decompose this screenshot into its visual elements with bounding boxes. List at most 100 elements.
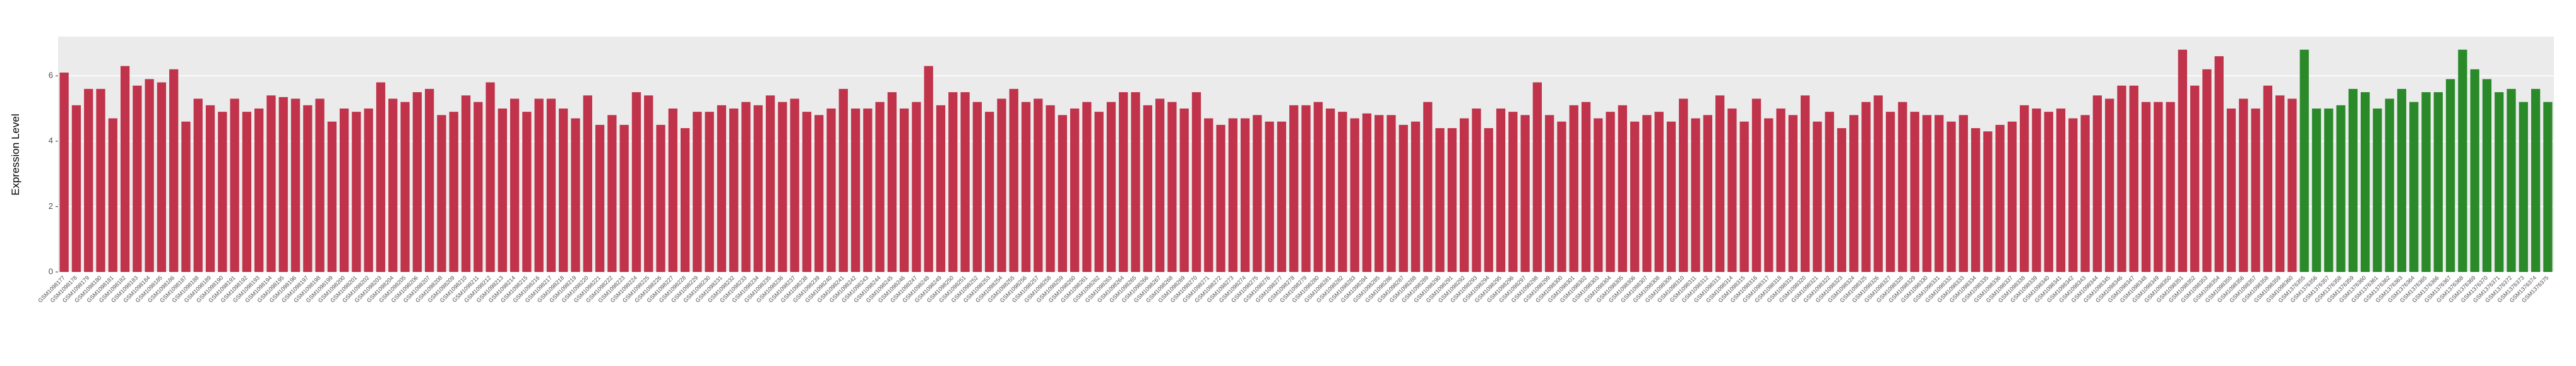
bar (2263, 85, 2272, 273)
bar (619, 124, 629, 272)
bar (1776, 108, 1786, 272)
bar (668, 108, 677, 272)
bar (1910, 112, 1919, 272)
bar (1849, 115, 1859, 272)
bar (2324, 108, 2334, 272)
bar (1119, 92, 1128, 272)
bar (1606, 112, 1615, 272)
bar (2445, 79, 2455, 272)
bar (571, 118, 580, 272)
bar (863, 108, 873, 272)
bar (96, 88, 105, 272)
bar (376, 82, 386, 272)
bar (1240, 118, 1250, 272)
bar (1179, 108, 1189, 272)
bar (2068, 118, 2078, 272)
bar (1594, 118, 1603, 272)
bar (1398, 124, 1408, 272)
bar (2141, 102, 2151, 272)
bar (595, 124, 605, 272)
bar (2421, 92, 2431, 272)
bar (2397, 88, 2407, 272)
bar (424, 88, 434, 272)
bar (2251, 108, 2260, 272)
bar (340, 108, 349, 272)
bar (2190, 85, 2200, 273)
bar (2336, 105, 2346, 272)
bar (120, 66, 130, 272)
bar (2360, 92, 2370, 272)
bar (1034, 98, 1043, 273)
bar (2348, 88, 2358, 272)
bar (1837, 128, 1847, 272)
bar (59, 72, 69, 272)
bar (729, 108, 739, 272)
bar (1094, 112, 1104, 272)
bar (108, 118, 117, 272)
bar (1873, 95, 1883, 272)
bar (546, 98, 556, 273)
bar (145, 79, 154, 272)
bar (1046, 105, 1055, 272)
bar (1983, 131, 1993, 272)
bar (1630, 121, 1640, 272)
bar (972, 102, 982, 272)
bar (290, 98, 301, 273)
bar (437, 115, 446, 272)
bar (2226, 108, 2236, 272)
bar (2214, 56, 2224, 272)
bar (1496, 108, 1506, 272)
bar (1935, 115, 1944, 272)
y-tick-label: 4 (49, 136, 53, 145)
bar (1922, 115, 1932, 272)
bar (498, 108, 507, 272)
bar (936, 105, 946, 272)
bar (1764, 118, 1774, 272)
bar (1216, 124, 1225, 272)
bar (656, 124, 665, 272)
bar (1715, 95, 1725, 272)
bar (1410, 121, 1421, 272)
bar (912, 102, 921, 272)
bar (181, 121, 191, 272)
bar (850, 108, 861, 272)
bar (2287, 98, 2297, 273)
bar (461, 95, 471, 272)
bar (1338, 112, 1347, 272)
bar (693, 112, 702, 272)
bar (1460, 118, 1469, 272)
bar (2166, 102, 2175, 272)
bar (205, 105, 215, 272)
bar (2239, 98, 2248, 273)
bar (1520, 115, 1530, 272)
bar (449, 112, 458, 272)
bar (2299, 49, 2309, 272)
bar (71, 105, 81, 272)
bar (2433, 92, 2443, 272)
bar (838, 88, 848, 272)
y-axis-label: Expression Level (9, 114, 21, 195)
bar (1253, 115, 1262, 272)
bar (242, 112, 252, 272)
bar (388, 98, 398, 273)
bar (814, 115, 824, 272)
bar (1703, 115, 1712, 272)
bar (510, 98, 520, 273)
bar (315, 98, 325, 273)
bar (486, 82, 495, 272)
bar (924, 66, 933, 272)
bar (1167, 102, 1177, 272)
bar (583, 95, 592, 272)
bar (1691, 118, 1700, 272)
bar (534, 98, 544, 273)
bar (1374, 115, 1384, 272)
bar (1289, 105, 1299, 272)
bar (2470, 69, 2479, 273)
bar (1155, 98, 1165, 273)
bar (1484, 128, 1493, 272)
bar (1106, 102, 1116, 272)
bar (303, 105, 313, 272)
bar (1666, 121, 1676, 272)
bar (1435, 128, 1445, 272)
